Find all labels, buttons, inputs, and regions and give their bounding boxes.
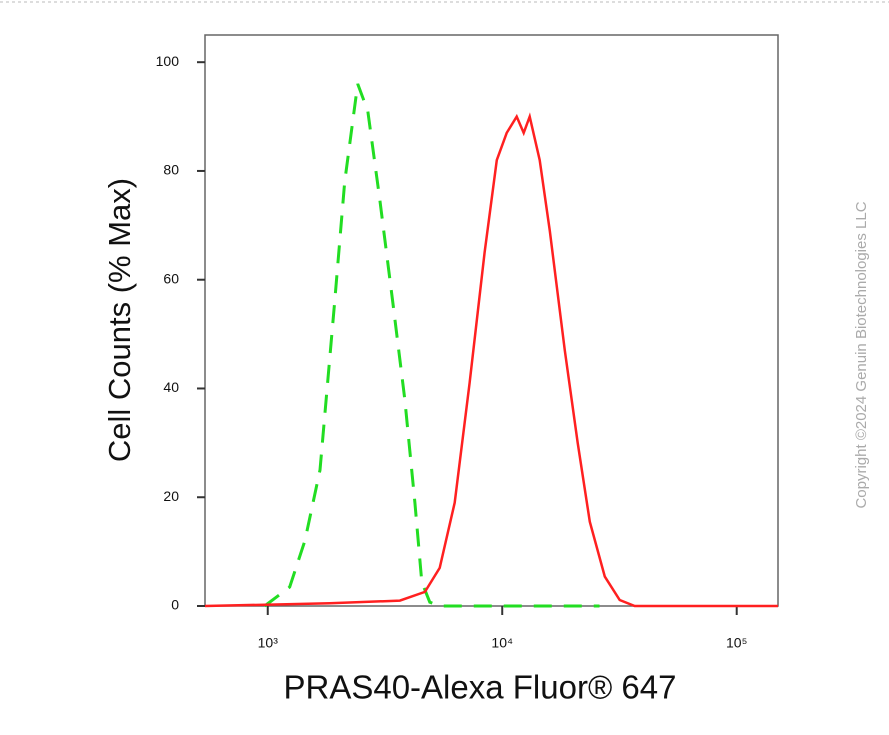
- x-tick-label: 10³: [258, 635, 279, 651]
- y-axis-label: Cell Counts (% Max): [102, 178, 137, 462]
- series-line: [204, 112, 778, 608]
- y-tick-label: 60: [163, 270, 179, 286]
- x-tick-label: 10⁴: [491, 635, 513, 651]
- x-axis-label: PRAS40-Alexa Fluor® 647: [283, 669, 676, 706]
- x-tick-label: 10⁵: [726, 635, 747, 651]
- y-tick-label: 100: [156, 53, 180, 69]
- copyright: Copyright ©2024 Genuin Biotechnologies L…: [853, 201, 870, 508]
- plot-frame: [204, 34, 779, 607]
- series-line: [263, 83, 600, 608]
- y-tick-label: 20: [163, 488, 179, 504]
- y-tick-label: 40: [163, 379, 179, 395]
- y-tick-label: 80: [163, 162, 179, 178]
- y-tick-label: 0: [171, 597, 179, 613]
